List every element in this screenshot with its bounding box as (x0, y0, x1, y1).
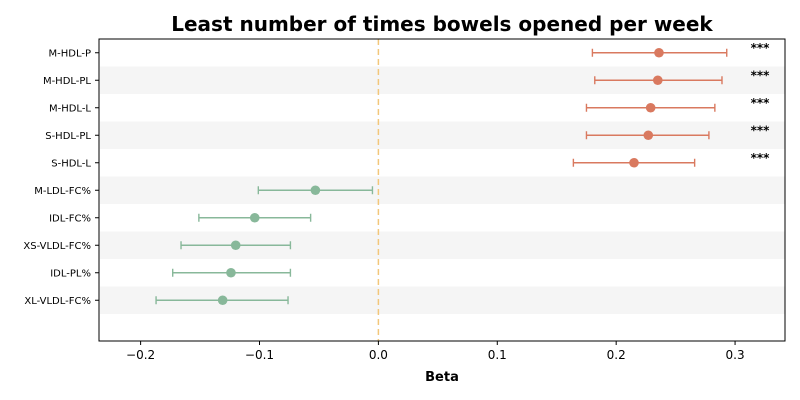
significance-label: *** (751, 123, 771, 137)
y-tick-label: S-HDL-PL (45, 131, 91, 142)
x-tick-label: 0.2 (607, 348, 626, 362)
y-tick-label: XL-VLDL-FC% (24, 296, 91, 307)
data-rows-layer: *** *** *** *** *** (155, 41, 771, 306)
estimate-row: *** (572, 151, 771, 168)
row-shading-layer (100, 66, 785, 314)
estimate-point (645, 102, 656, 113)
estimate-row (180, 240, 292, 251)
estimate-point (217, 295, 228, 306)
x-tick-label: −0.2 (126, 348, 155, 362)
y-tick-label: M-LDL-FC% (34, 186, 91, 197)
significance-label: *** (751, 41, 771, 55)
plot-frame (98, 38, 786, 342)
estimate-point (230, 240, 241, 251)
y-tick-label: IDL-FC% (49, 213, 91, 224)
estimate-point (654, 47, 664, 58)
y-tick-label: IDL-PL% (50, 268, 91, 279)
estimate-row (155, 295, 289, 306)
estimate-point (629, 157, 639, 168)
x-tick-label: 0.1 (488, 348, 507, 362)
estimate-point (310, 185, 321, 196)
y-tick-label: M-HDL-PL (43, 76, 91, 87)
estimate-row: *** (585, 123, 771, 141)
estimate-row: *** (594, 68, 771, 86)
y-tick-label: M-HDL-L (49, 103, 91, 114)
row-shade (100, 176, 785, 204)
estimate-point (226, 267, 236, 278)
significance-label: *** (751, 96, 771, 110)
y-tick-label: S-HDL-L (51, 158, 91, 169)
estimate-point (643, 130, 654, 141)
estimate-point (249, 212, 260, 223)
y-tick-layer: M-HDL-P M-HDL-PL M-HDL-L S-HDL-PL S-HDL-L M-L… (23, 48, 99, 307)
x-tick-label: −0.1 (245, 348, 274, 362)
significance-label: *** (751, 151, 771, 165)
estimate-row: *** (585, 96, 771, 113)
estimate-point (652, 75, 663, 86)
x-tick-label: 0.3 (726, 348, 745, 362)
estimate-row (172, 267, 292, 278)
y-tick-label: M-HDL-P (49, 48, 92, 59)
significance-label: *** (751, 68, 771, 82)
x-tick-label: 0.0 (369, 348, 388, 362)
chart-title: Least number of times bowels opened per … (171, 12, 713, 36)
y-tick-label: XS-VLDL-FC% (23, 241, 91, 252)
x-axis-label: Beta (425, 370, 459, 385)
x-tick-layer: −0.2 −0.1 0.0 0.1 0.2 0.3 (126, 341, 745, 362)
estimate-row: *** (591, 41, 771, 58)
estimate-row (198, 212, 312, 223)
estimate-row (257, 185, 374, 196)
